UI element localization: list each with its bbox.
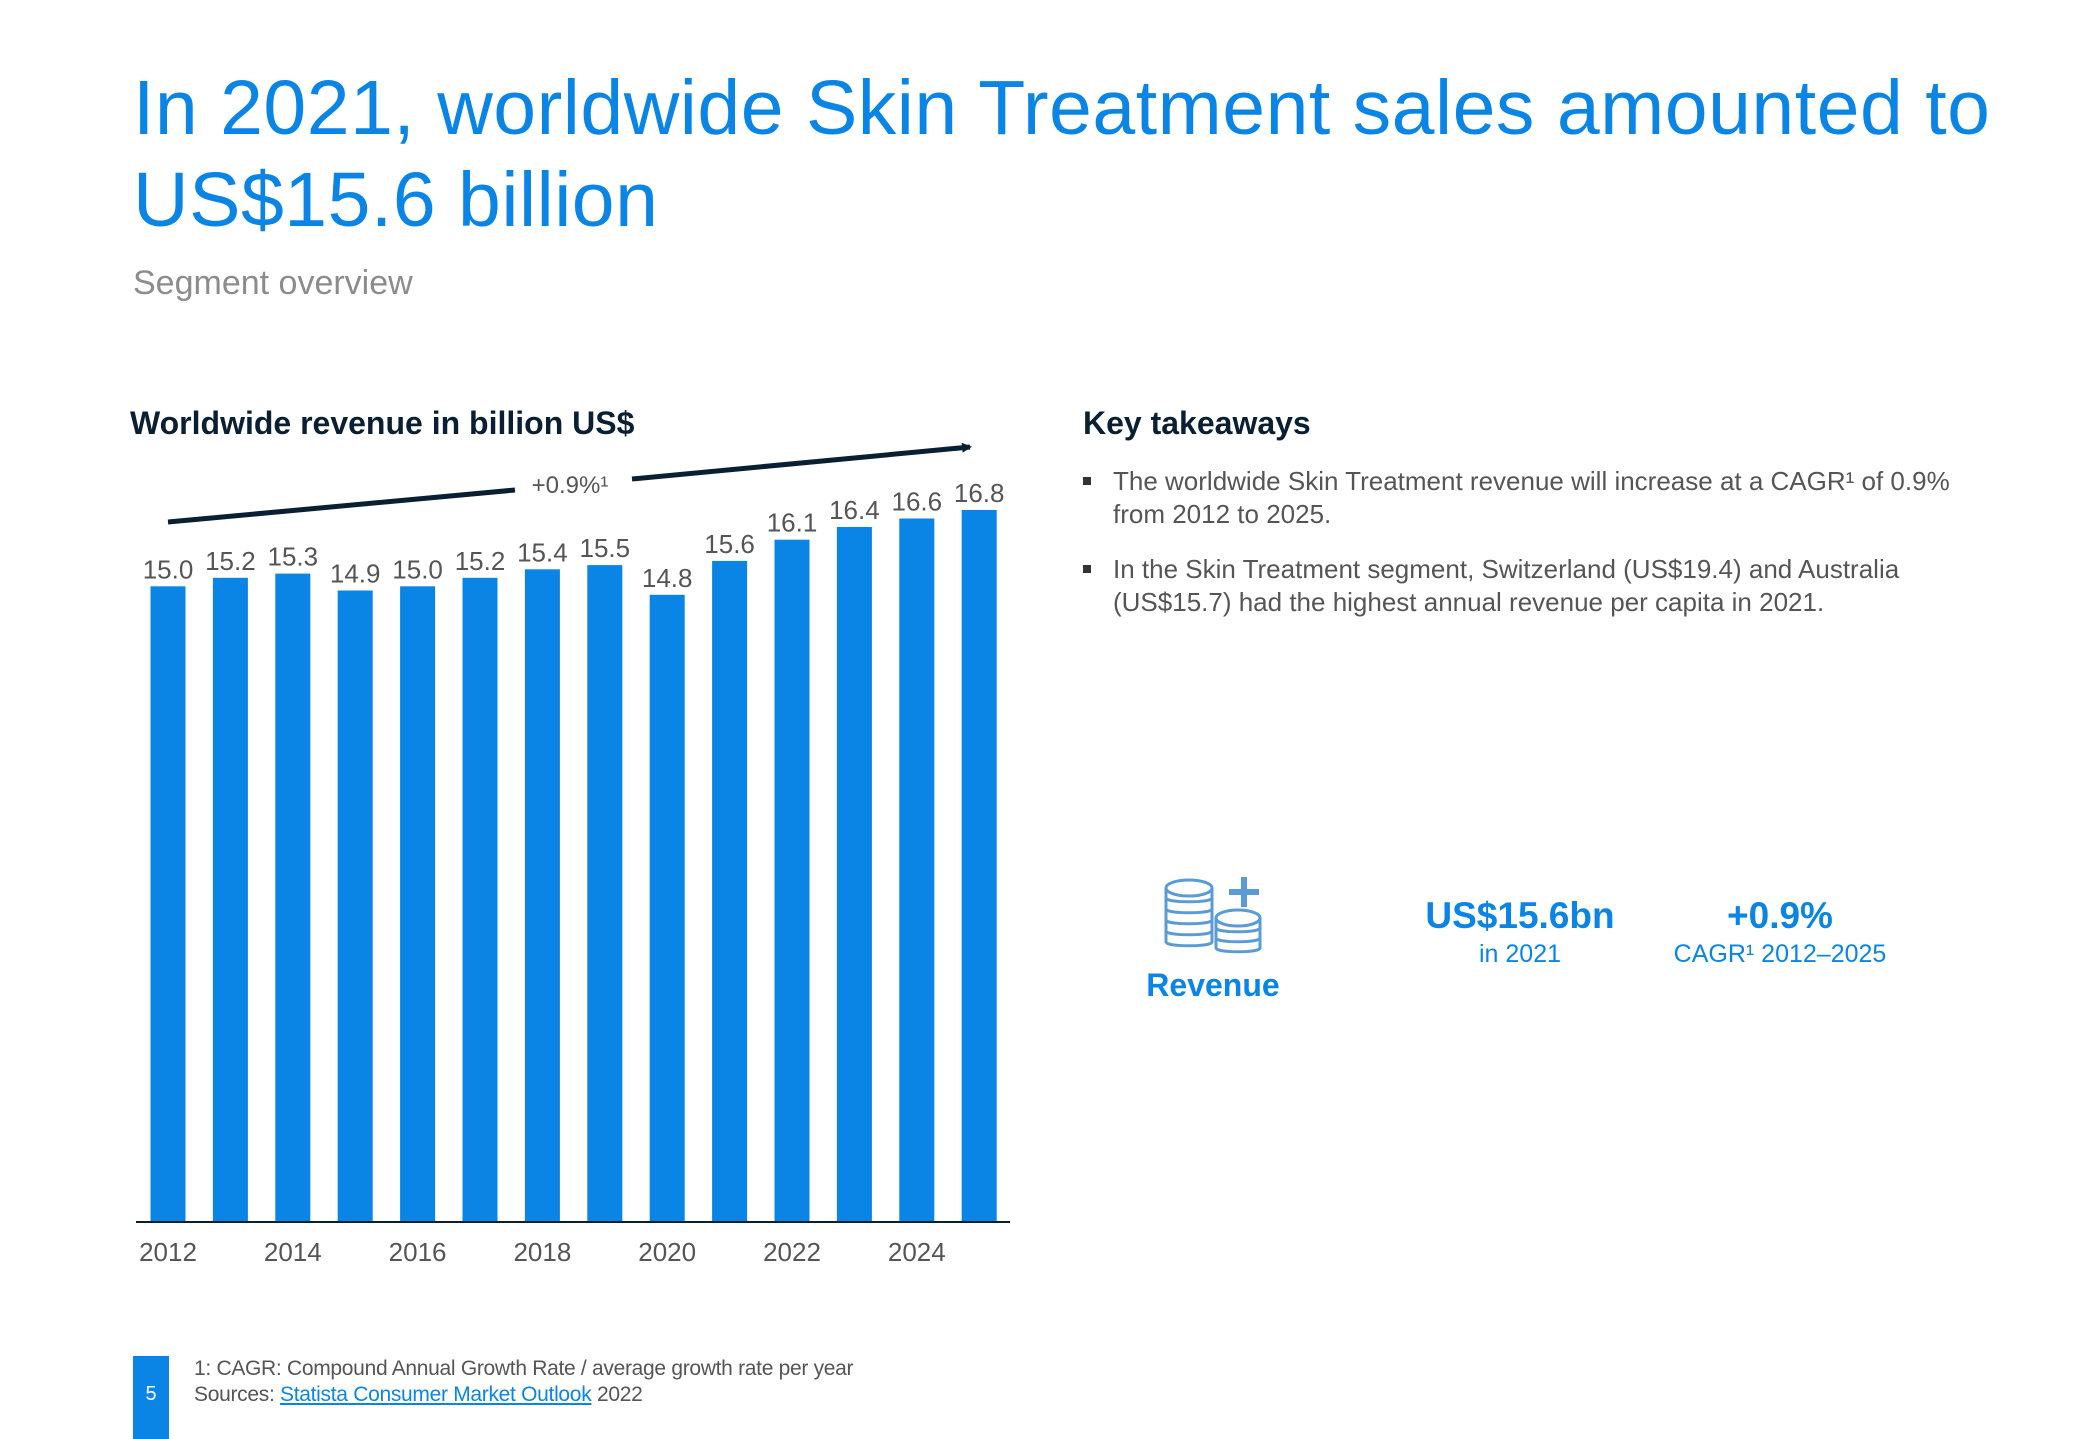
value-label-2018: 15.4	[517, 537, 568, 567]
value-label-2017: 15.2	[455, 546, 506, 576]
takeaway-item: The worldwide Skin Treatment revenue wil…	[1083, 465, 1953, 531]
trend-arrow-right	[631, 442, 972, 482]
value-label-2023: 16.4	[829, 495, 880, 525]
revenue-bar-chart: +0.9%¹ 15.0 15.2 15.3 14.9 15.0 15.2 15.4 15.5 1…	[136, 442, 1010, 1267]
value-label-2014: 15.3	[267, 542, 318, 572]
source-year: 2022	[596, 1383, 643, 1406]
bar-2021	[712, 560, 748, 1222]
key-takeaways-list: The worldwide Skin Treatment revenue wil…	[1083, 465, 1953, 641]
bar-2020	[649, 594, 685, 1222]
takeaway-item: In the Skin Treatment segment, Switzerla…	[1083, 553, 1953, 619]
bar-2023	[836, 527, 872, 1222]
kpi-subtitle: in 2021	[1478, 940, 1562, 968]
sources-prefix: Sources:	[194, 1383, 275, 1406]
value-label-2015: 14.9	[330, 559, 381, 589]
kpi-value: +0.9%	[1727, 895, 1833, 936]
revenue-label: Revenue	[1146, 967, 1280, 1003]
value-label-2019: 15.5	[579, 533, 630, 563]
source-link[interactable]: Statista Consumer Market Outlook	[280, 1383, 592, 1406]
value-label-2024: 16.6	[891, 487, 942, 517]
x-tick-label-2016: 2016	[389, 1237, 447, 1267]
x-tick-label-2014: 2014	[264, 1237, 322, 1267]
trend-label: +0.9%¹	[532, 472, 609, 499]
value-label-2013: 15.2	[205, 546, 256, 576]
kpi-subtitle: CAGR¹ 2012–2025	[1673, 940, 1887, 968]
bar-2025	[961, 510, 997, 1222]
chart-heading: Worldwide revenue in billion US$	[130, 405, 635, 441]
x-tick-label-2020: 2020	[638, 1237, 696, 1267]
coins-stack-plus-icon	[1164, 877, 1262, 954]
footnote-sources: Sources: Statista Consumer Market Outloo…	[194, 1382, 853, 1408]
bar-2013	[212, 577, 248, 1222]
bar-2015	[337, 590, 373, 1222]
value-label-2012: 15.0	[143, 554, 194, 584]
value-label-2025: 16.8	[954, 478, 1005, 508]
bar-2014	[275, 573, 311, 1222]
bar-2022	[774, 539, 810, 1222]
value-label-2022: 16.1	[767, 508, 818, 538]
bar-2019	[587, 565, 623, 1222]
x-tick-label-2018: 2018	[513, 1237, 571, 1267]
kpi-cagr: +0.9% CAGR¹ 2012–2025	[1650, 894, 1910, 970]
page-title: In 2021, worldwide Skin Treatment sales …	[133, 65, 1991, 243]
footnote-cagr: 1: CAGR: Compound Annual Growth Rate / a…	[194, 1357, 854, 1380]
bar-2017	[462, 577, 498, 1222]
x-tick-label-2012: 2012	[139, 1237, 197, 1267]
key-takeaways-heading: Key takeaways	[1083, 405, 1311, 441]
page-subtitle: Segment overview	[133, 264, 413, 302]
trend-arrow-left	[167, 487, 516, 525]
bar-2012	[150, 586, 186, 1222]
kpi-value: US$15.6bn	[1425, 895, 1615, 936]
page-number: 5	[133, 1356, 169, 1439]
value-label-2020: 14.8	[642, 563, 693, 593]
value-label-2021: 15.6	[704, 529, 755, 559]
kpi-revenue-2021: US$15.6bn in 2021	[1390, 894, 1650, 970]
footnote: 1: CAGR: Compound Annual Growth Rate / a…	[194, 1356, 854, 1408]
bar-2024	[899, 518, 935, 1222]
bar-2016	[400, 586, 436, 1222]
value-label-2016: 15.0	[392, 554, 443, 584]
x-tick-label-2024: 2024	[888, 1237, 946, 1267]
x-tick-label-2022: 2022	[763, 1237, 821, 1267]
bar-2018	[524, 569, 560, 1222]
